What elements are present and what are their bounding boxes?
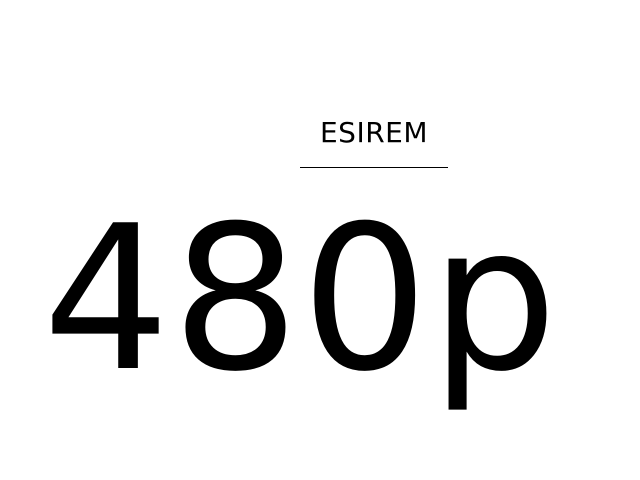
resolution-label: 480p — [42, 183, 560, 416]
divider — [300, 167, 448, 168]
brand-label: ESIREM — [319, 116, 429, 149]
